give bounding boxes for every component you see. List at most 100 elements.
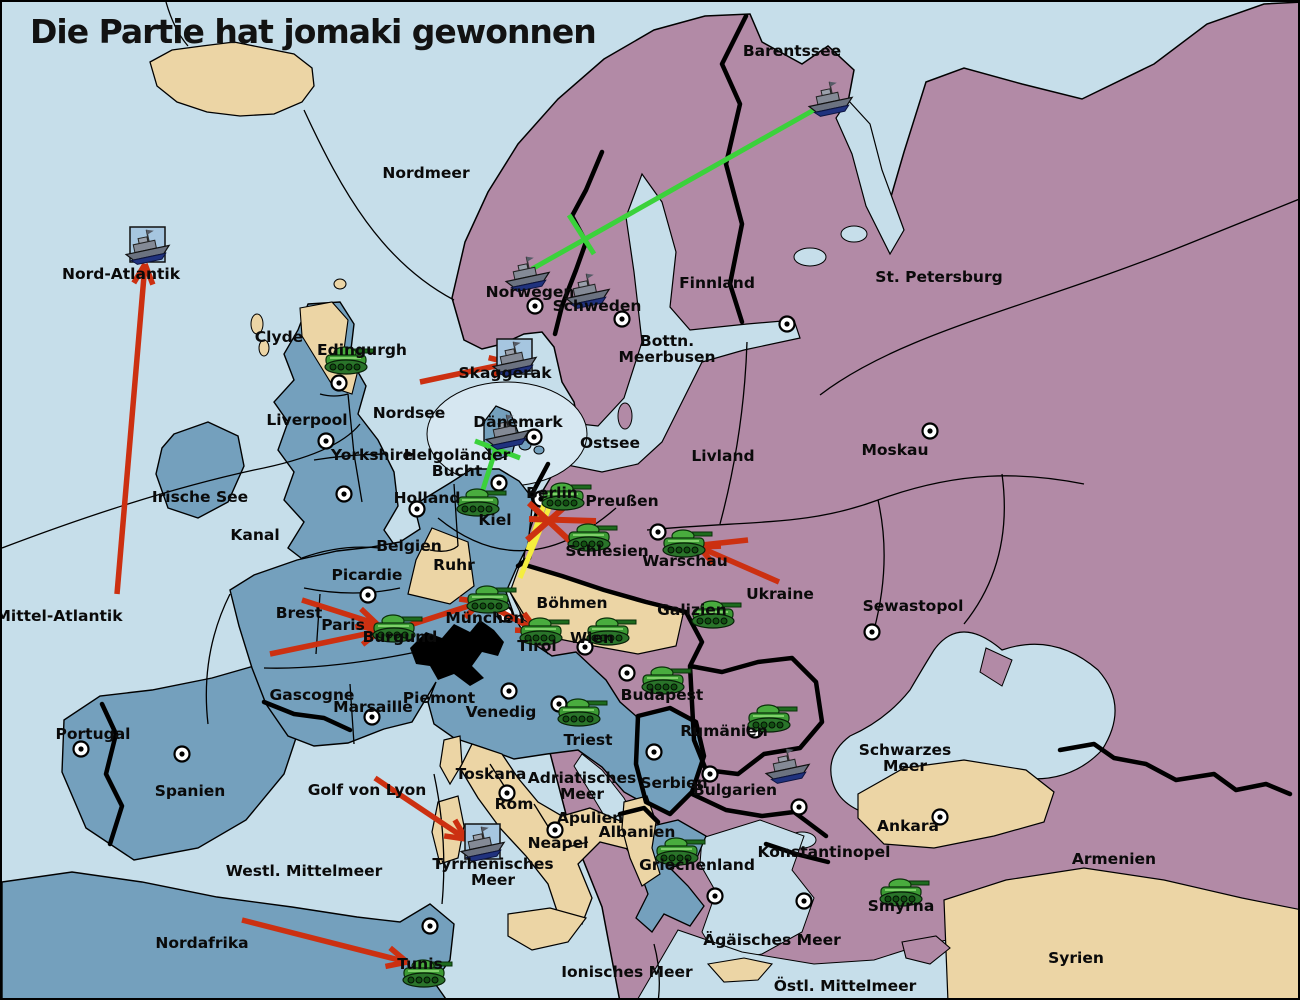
units-layer (121, 77, 930, 988)
sea-label: Meerbusen (619, 348, 716, 366)
region-label: Triest (564, 731, 614, 749)
attack-order-arrow[interactable] (241, 917, 409, 970)
supply-center-dot (790, 798, 808, 816)
sea-label: Adriatisches (528, 769, 636, 787)
region-label: Toskana (456, 765, 527, 783)
region-label: Burgund (363, 628, 438, 646)
sea-aegean (699, 819, 815, 963)
supply-center-dot (421, 917, 439, 935)
region-label: Rom (495, 795, 534, 813)
failed-order-cross (528, 516, 597, 524)
island-crete (706, 957, 774, 983)
island-sicily (507, 907, 588, 951)
region-label: Neapel (528, 834, 589, 852)
region-label: Picardie (332, 566, 403, 584)
sea-label: Östl. Mittelmeer (774, 976, 917, 995)
region-label: Dänemark (473, 413, 563, 431)
region-label: Brest (276, 604, 323, 622)
supply-center-dot (335, 485, 353, 503)
supply-center-dot (863, 623, 881, 641)
region-label: Warschau (642, 552, 728, 570)
region-label: Kiel (478, 511, 511, 529)
sea-label: Nordmeer (382, 164, 470, 182)
region-label: Gascogne (270, 686, 355, 704)
island-gotland (617, 402, 633, 430)
region-label: Liverpool (266, 411, 347, 429)
region-label: Albanien (599, 823, 676, 841)
sea-label: Meer (883, 757, 927, 775)
region-label: Schweden (553, 297, 642, 315)
sea-label: Tyrrhenisches (432, 855, 553, 873)
region-label: Konstantinopel (758, 843, 891, 861)
sea-label: Skaggerak (458, 364, 552, 382)
island-cyprus (901, 935, 951, 965)
sea-label: Meer (560, 785, 604, 803)
supply-center-dot (706, 887, 724, 905)
region-label: Preußen (585, 492, 658, 510)
crimea (979, 647, 1013, 687)
fleet-unit[interactable] (488, 337, 540, 379)
supply-center-dot (921, 422, 939, 440)
region-label: Ruhr (433, 556, 475, 574)
region-label: Paris (321, 616, 365, 634)
attack-order-arrow[interactable] (701, 537, 749, 548)
region-label: Galizien (657, 601, 727, 619)
sea-white-sea (835, 99, 905, 256)
island-corsica (439, 735, 463, 786)
region-label: Spanien (155, 782, 226, 800)
region-label: Apulien (557, 809, 623, 827)
supply-center-dot (795, 892, 813, 910)
region-label: Norwegen (486, 283, 575, 301)
territory-ankara (857, 759, 1055, 849)
region-label: Tunis (397, 955, 442, 973)
sea-label: Ionisches Meer (561, 963, 693, 981)
territory-iceland (149, 41, 315, 117)
region-label: Budapest (621, 686, 704, 704)
sea-label: Bucht (432, 462, 483, 480)
region-label: Serbien (640, 774, 707, 792)
island-bornholm (533, 445, 545, 455)
supply-center-dot (645, 743, 663, 761)
lake-onega (840, 225, 868, 243)
region-label: Edingurgh (317, 341, 407, 359)
sea-label: Nordsee (373, 404, 446, 422)
region-label: München (445, 609, 524, 627)
supply-center-dot (72, 740, 90, 758)
sea-label: Meer (471, 871, 515, 889)
region-label: Ankara (877, 817, 939, 835)
fleet-unit[interactable] (456, 822, 508, 864)
supply-center-dot (330, 374, 348, 392)
support-order-green[interactable] (530, 99, 830, 272)
region-label: Livland (691, 447, 754, 465)
sea-label: Bottn. (640, 332, 694, 350)
attack-order-arrow[interactable] (114, 262, 156, 595)
sea-label: Kanal (230, 526, 279, 544)
territory-ireland (155, 421, 245, 519)
sea-label: Nord-Atlantik (62, 265, 181, 283)
attack-order-arrow[interactable] (373, 775, 469, 842)
region-label: Venedig (466, 703, 537, 721)
region-label: Smyrna (868, 897, 935, 915)
lake-ladoga (793, 247, 827, 267)
territory-switzerland-impassable (410, 620, 504, 686)
region-label: Schlesien (565, 542, 648, 560)
region-label: St. Petersburg (875, 268, 1002, 286)
sea-label: Irische See (152, 488, 248, 506)
sea-label: Ägäisches Meer (703, 930, 841, 949)
region-label: Berlin (526, 484, 578, 502)
island-hebrides-2 (258, 339, 270, 357)
region-label: Wien (570, 629, 614, 647)
territory-north-africa (2, 871, 455, 998)
region-label: Portugal (56, 725, 131, 743)
sea-label: Schwarzes (859, 741, 952, 759)
region-label: Griechenland (639, 856, 755, 874)
fleet-unit[interactable] (121, 225, 173, 267)
region-label: Armenien (1072, 850, 1156, 868)
region-label: Belgien (376, 537, 442, 555)
game-result-banner: Die Partie hat jomaki gewonnen (30, 12, 597, 51)
region-label: Marsaille (333, 698, 413, 716)
region-label: Böhmen (536, 594, 607, 612)
region-label: Rumänien (680, 722, 767, 740)
supply-center-dot (778, 315, 796, 333)
